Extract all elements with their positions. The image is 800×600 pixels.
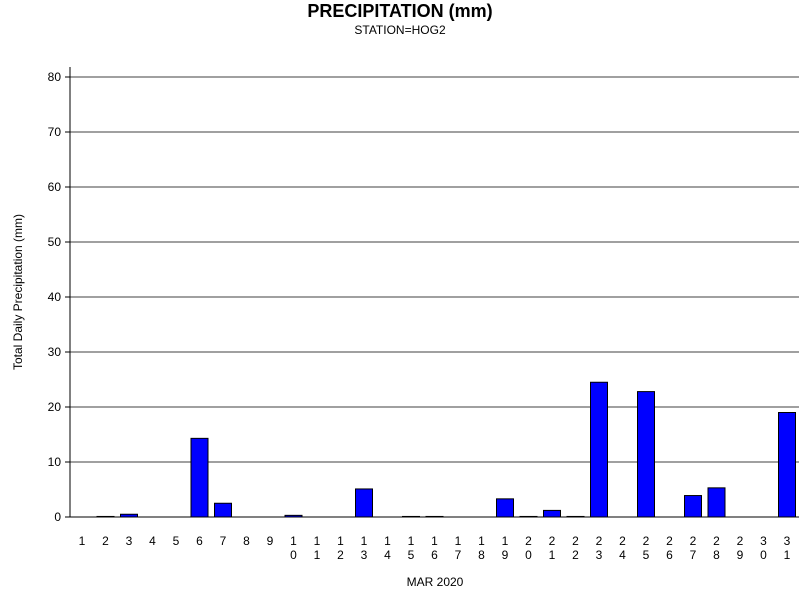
x-tick-label: 7 (220, 534, 227, 548)
x-tick-label: 3 (126, 534, 133, 548)
x-tick-label: 1 (79, 534, 86, 548)
x-axis-label: MAR 2020 (407, 575, 464, 589)
bar-day-25 (637, 391, 655, 518)
bar-day-6 (190, 437, 209, 518)
y-tick-label: 0 (54, 510, 61, 524)
bar-day-13 (355, 488, 373, 518)
x-tick-label: 6 (196, 534, 203, 548)
bar-day-23 (590, 381, 608, 518)
x-tick-label: 8 (243, 534, 250, 548)
y-tick-labels: 0 10 20 30 40 50 60 70 80 (48, 70, 62, 524)
y-tick-label: 60 (48, 180, 62, 194)
chart-subtitle: STATION=HOG2 (354, 23, 446, 37)
y-tick-label: 20 (48, 400, 62, 414)
y-tick-label: 70 (48, 125, 62, 139)
gridlines (70, 76, 799, 463)
bars (96, 381, 796, 518)
bar-day-31 (778, 412, 796, 518)
y-tick-label: 80 (48, 70, 62, 84)
chart-title: PRECIPITATION (mm) (307, 1, 493, 21)
y-tick-label: 40 (48, 290, 62, 304)
x-tick-label: 9 (267, 534, 274, 548)
y-tick-label: 30 (48, 345, 62, 359)
y-tick-label: 50 (48, 235, 62, 249)
bar-day-19 (496, 498, 514, 518)
bar-day-21 (543, 509, 561, 518)
y-tick-label: 10 (48, 455, 62, 469)
bar-day-7 (214, 502, 232, 518)
axes (65, 67, 799, 518)
x-tick-labels: 1 2 3 4 5 6 7 8 9 1 01 11 21 31 41 51 61 71 81 92 02 12 22 32 42… (79, 534, 791, 562)
x-tick-label: 5 (173, 534, 180, 548)
bar-day-27 (684, 495, 702, 518)
x-tick-label: 2 (102, 534, 109, 548)
bar-day-28 (707, 487, 726, 518)
y-axis-label: Total Daily Precipitation (mm) (11, 214, 25, 370)
x-tick-label: 4 (149, 534, 156, 548)
